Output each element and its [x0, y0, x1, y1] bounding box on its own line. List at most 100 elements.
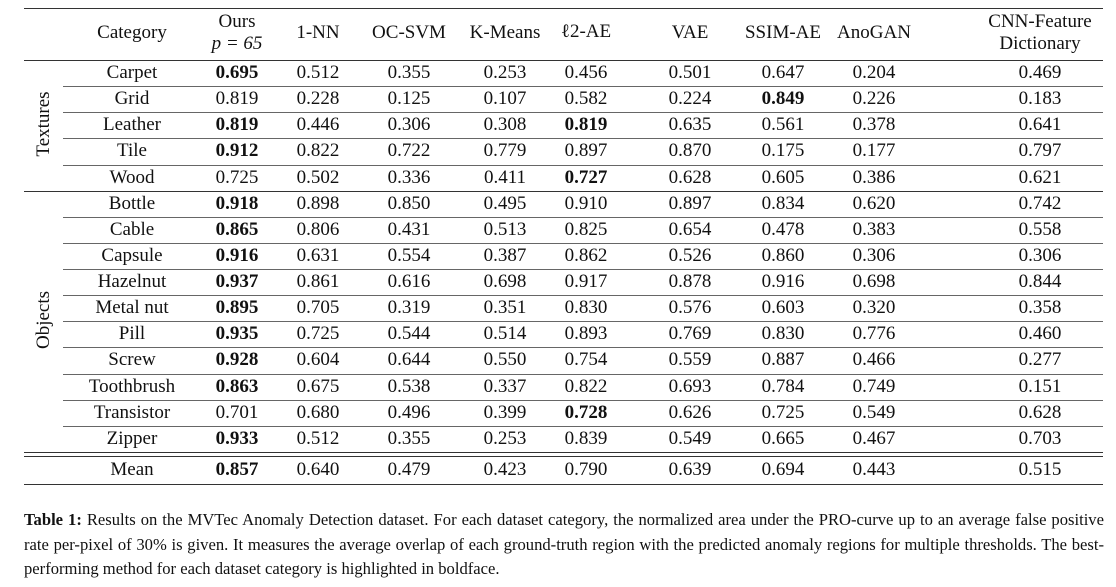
value-cell: 0.306 — [387, 114, 431, 136]
value-cell: 0.355 — [387, 427, 431, 449]
value-cell: 0.865 — [215, 218, 259, 240]
value-cell: 0.378 — [852, 114, 896, 136]
value-cell: 0.725 — [215, 166, 259, 188]
table-rule — [63, 425, 1103, 427]
category-cell: Transistor — [93, 401, 171, 423]
value-cell: 0.675 — [296, 375, 340, 397]
value-cell: 0.177 — [852, 140, 896, 162]
value-cell: 0.784 — [761, 375, 805, 397]
value-cell: 0.512 — [296, 427, 340, 449]
value-cell: 0.825 — [564, 218, 608, 240]
value-cell: 0.306 — [852, 244, 896, 266]
value-cell: 0.337 — [483, 375, 527, 397]
table-rule — [63, 373, 1103, 375]
value-cell: 0.175 — [761, 140, 805, 162]
value-cell: 0.910 — [564, 192, 608, 214]
value-cell: 0.554 — [387, 244, 431, 266]
header-ours-subline: p = 65 — [211, 33, 263, 54]
value-cell: 0.496 — [387, 401, 431, 423]
category-cell: Pill — [118, 323, 146, 345]
value-cell: 0.644 — [387, 349, 431, 371]
value-cell: 0.863 — [215, 375, 259, 397]
value-cell: 0.616 — [387, 271, 431, 293]
table-rule — [63, 321, 1103, 323]
value-cell: 0.698 — [852, 271, 896, 293]
value-cell: 0.469 — [1018, 62, 1062, 83]
value-cell: 0.935 — [215, 323, 259, 345]
value-cell: 0.526 — [668, 244, 712, 266]
value-cell: 0.797 — [1018, 140, 1062, 162]
table-rule — [63, 399, 1103, 401]
header--2-ae: ℓ2-AE — [560, 21, 612, 42]
table-caption: Table 1: Results on the MVTec Anomaly De… — [24, 508, 1104, 582]
value-cell: 0.320 — [852, 297, 896, 319]
table-rule — [63, 112, 1103, 114]
value-cell: 0.928 — [215, 349, 259, 371]
category-cell: Metal nut — [95, 297, 169, 319]
table-rule — [63, 269, 1103, 271]
header-cnn-feature-subline: Dictionary — [999, 33, 1081, 54]
value-cell: 0.478 — [761, 218, 805, 240]
category-cell: Capsule — [101, 244, 163, 266]
value-cell: 0.695 — [215, 62, 259, 83]
table-rule — [63, 347, 1103, 349]
value-cell: 0.538 — [387, 375, 431, 397]
value-cell: 0.830 — [564, 297, 608, 319]
header-1-nn: 1-NN — [296, 22, 340, 43]
value-cell: 0.550 — [483, 349, 527, 371]
value-cell: 0.897 — [564, 140, 608, 162]
value-cell: 0.641 — [1018, 114, 1062, 136]
value-cell: 0.769 — [668, 323, 712, 345]
value-cell: 0.549 — [668, 427, 712, 449]
value-cell: 0.308 — [483, 114, 527, 136]
table-rule — [24, 455, 1103, 457]
value-cell: 0.620 — [852, 192, 896, 214]
category-cell: Carpet — [106, 62, 158, 83]
category-cell: Tile — [117, 140, 147, 162]
category-cell: Hazelnut — [97, 271, 167, 293]
category-cell: Cable — [109, 218, 155, 240]
value-cell: 0.626 — [668, 401, 712, 423]
value-cell: 0.604 — [296, 349, 340, 371]
value-cell: 0.916 — [215, 244, 259, 266]
value-cell: 0.703 — [1018, 427, 1062, 449]
value-cell: 0.513 — [483, 218, 527, 240]
value-cell: 0.559 — [668, 349, 712, 371]
table-rule — [63, 216, 1103, 218]
value-cell: 0.576 — [668, 297, 712, 319]
value-cell: 0.917 — [564, 271, 608, 293]
value-cell: 0.558 — [1018, 218, 1062, 240]
value-cell: 0.878 — [668, 271, 712, 293]
category-cell: Grid — [114, 88, 150, 110]
value-cell: 0.806 — [296, 218, 340, 240]
value-cell: 0.226 — [852, 88, 896, 110]
value-cell: 0.860 — [761, 244, 805, 266]
value-cell: 0.912 — [215, 140, 259, 162]
value-cell: 0.495 — [483, 192, 527, 214]
mean-value: 0.423 — [483, 458, 527, 480]
category-cell: Toothbrush — [88, 375, 176, 397]
table-rule — [24, 8, 1103, 9]
value-cell: 0.830 — [761, 323, 805, 345]
value-cell: 0.728 — [564, 401, 608, 423]
group-label-objects: Objects — [33, 291, 54, 350]
value-cell: 0.725 — [761, 401, 805, 423]
value-cell: 0.107 — [483, 88, 527, 110]
table-rule — [63, 164, 1103, 166]
group-label-textures: Textures — [33, 91, 54, 157]
value-cell: 0.665 — [761, 427, 805, 449]
value-cell: 0.514 — [483, 323, 527, 345]
value-cell: 0.870 — [668, 140, 712, 162]
value-cell: 0.822 — [564, 375, 608, 397]
value-cell: 0.680 — [296, 401, 340, 423]
value-cell: 0.937 — [215, 271, 259, 293]
value-cell: 0.693 — [668, 375, 712, 397]
value-cell: 0.862 — [564, 244, 608, 266]
table-rule — [24, 60, 1103, 61]
value-cell: 0.183 — [1018, 88, 1062, 110]
value-cell: 0.319 — [387, 297, 431, 319]
value-cell: 0.754 — [564, 349, 608, 371]
value-cell: 0.701 — [215, 401, 259, 423]
value-cell: 0.635 — [668, 114, 712, 136]
mean-value: 0.639 — [668, 458, 712, 480]
